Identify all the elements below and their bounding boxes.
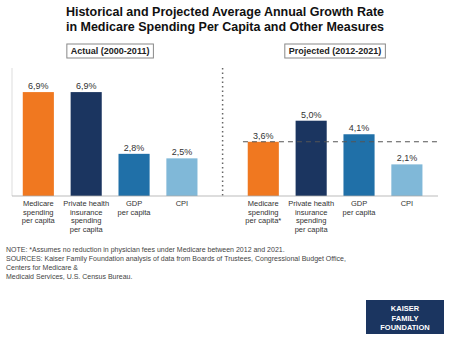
title: Historical and Projected Average Annual … xyxy=(66,5,384,34)
data-label: 2,8% xyxy=(124,143,145,153)
data-label: 6,9% xyxy=(28,81,49,91)
logo: KAISERFAMILYFOUNDATION xyxy=(380,304,429,332)
group-label: Actual (2000-2011) xyxy=(71,46,150,56)
logo-box xyxy=(366,300,444,334)
x-tick-label: GDPper capita xyxy=(343,199,377,217)
group-label-box xyxy=(285,44,386,58)
bars xyxy=(23,92,423,196)
x-axis-line xyxy=(12,196,438,197)
x-tick-label: GDPper capita xyxy=(118,199,152,217)
note: NOTE: *Assumes no reduction in physician… xyxy=(6,246,346,280)
group-divider xyxy=(222,68,224,196)
chart: Historical and Projected Average Annual … xyxy=(0,0,450,338)
bar xyxy=(166,158,197,196)
data-label: 2,5% xyxy=(172,147,193,157)
group-label-box xyxy=(67,44,154,58)
x-tick-label: Medicarespendingper capita* xyxy=(245,199,281,225)
reference-line-group xyxy=(243,141,438,142)
reference-line xyxy=(243,141,438,142)
x-tick-label: Private healthinsurancespendingper capit… xyxy=(288,199,334,234)
bar xyxy=(248,142,279,196)
y-axis-line xyxy=(12,68,13,196)
bar xyxy=(71,92,102,196)
data-label: 5,0% xyxy=(301,110,322,120)
data-label: 2,1% xyxy=(397,153,418,163)
x-tick-label: CPI xyxy=(401,199,414,208)
bar xyxy=(296,121,327,196)
x-tick-label: Private healthinsurancespendingper capit… xyxy=(63,199,109,234)
group-label: Projected (2012-2021) xyxy=(289,46,382,56)
bar xyxy=(119,154,150,196)
bar xyxy=(391,164,422,196)
x-tick-label: Medicarespendingper capita xyxy=(22,199,56,225)
bar xyxy=(343,134,374,196)
data-label: 6,9% xyxy=(76,81,97,91)
bar xyxy=(23,92,54,196)
data-label: 3,6% xyxy=(253,131,274,141)
data-label: 4,1% xyxy=(349,123,370,133)
x-tick-label: CPI xyxy=(176,199,189,208)
